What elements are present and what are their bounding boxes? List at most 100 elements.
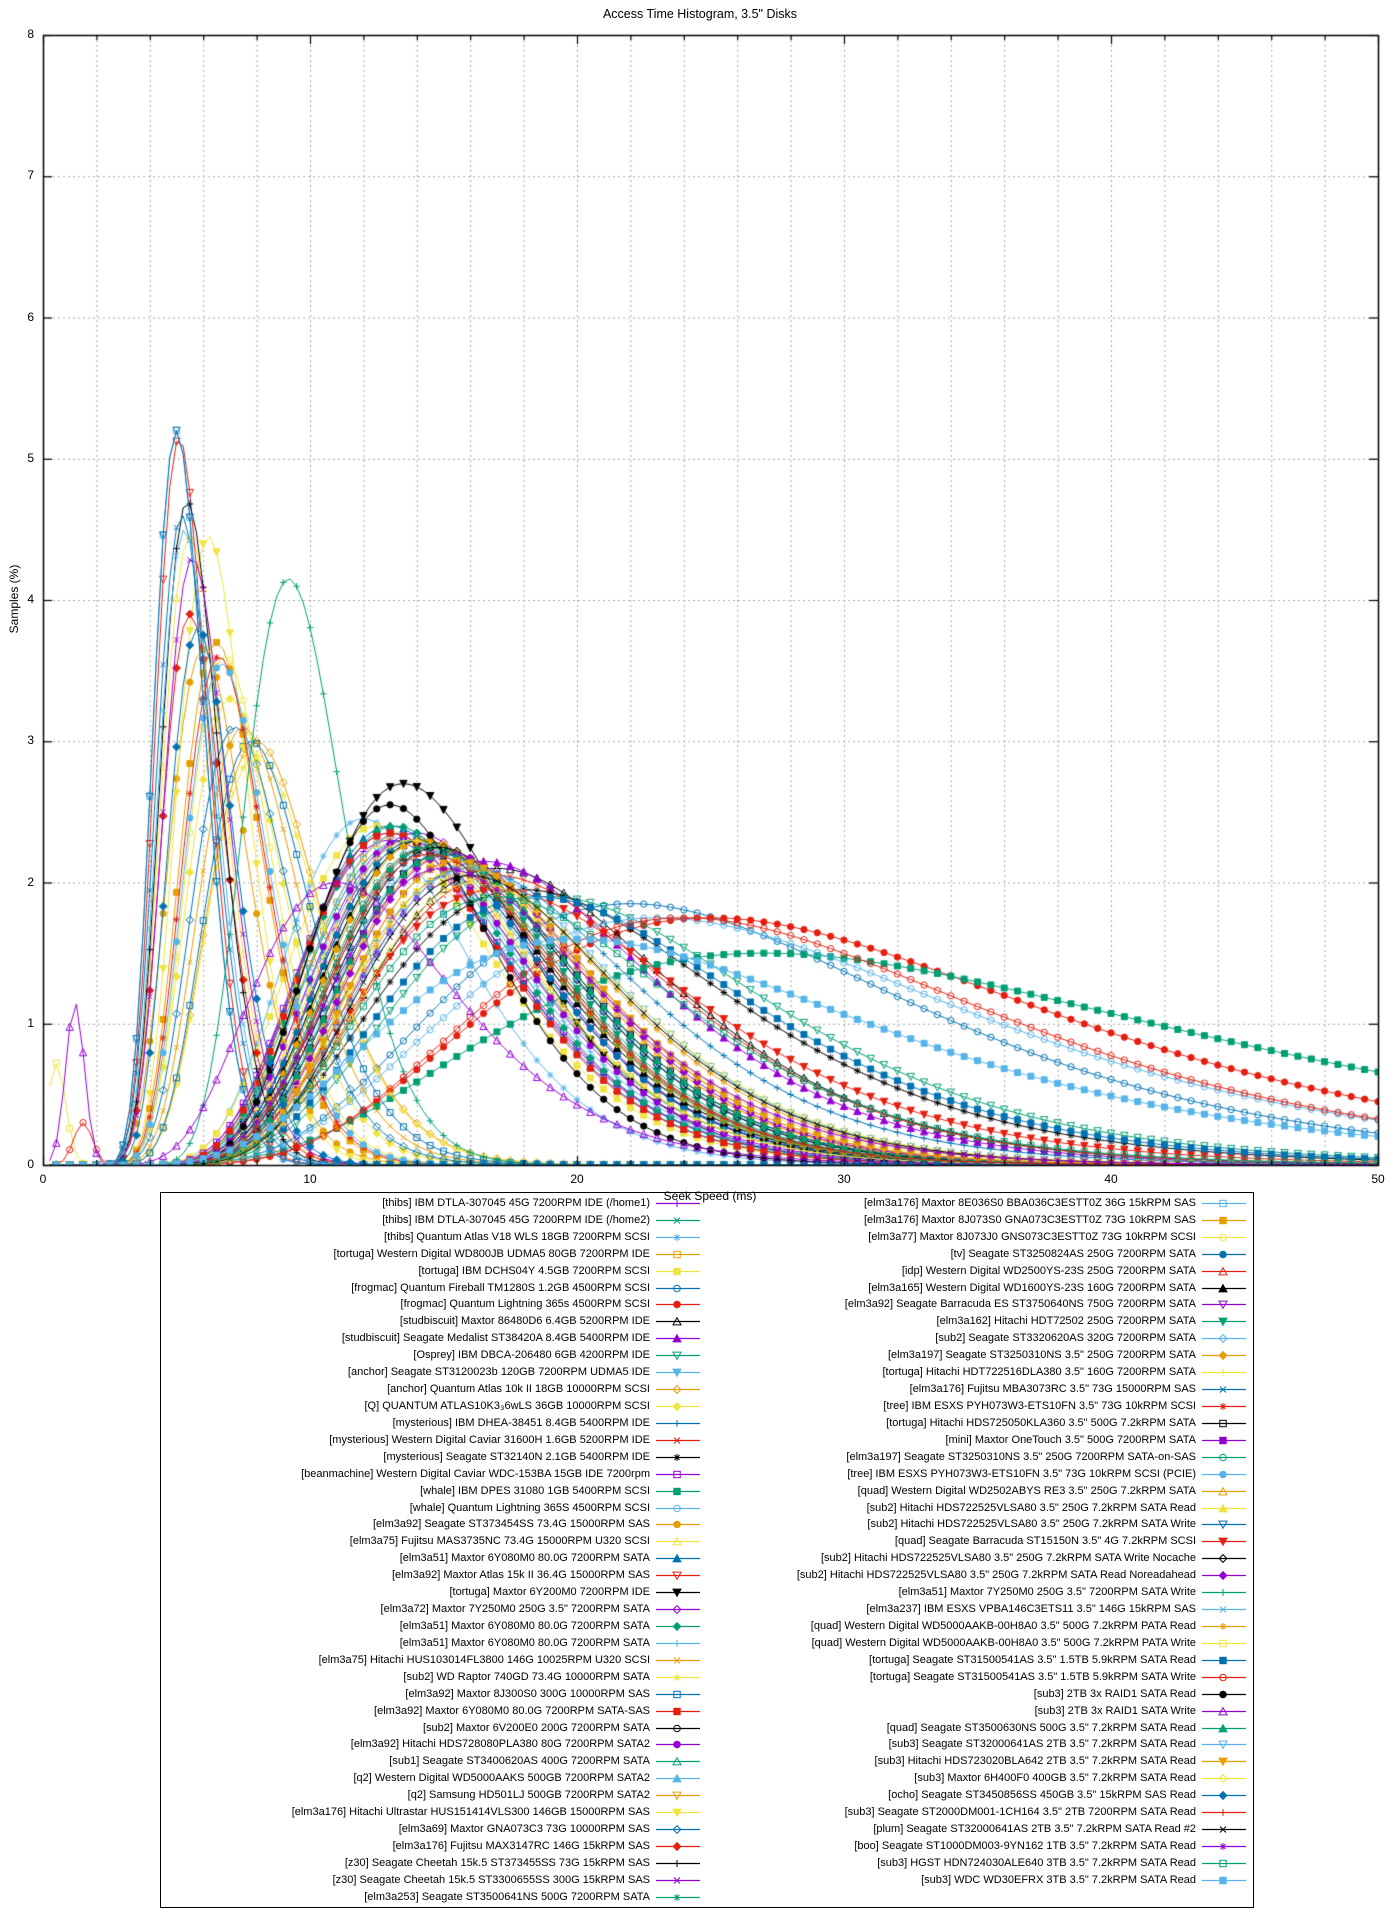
legend-entry: [elm3a162] Hitachi HDT72502 250G 7200RPM… [707, 1313, 1253, 1330]
legend-entry: [sub3] Maxtor 6H400F0 400GB 3.5" 7.2kRPM… [707, 1770, 1253, 1787]
legend-line-marker-sample [1201, 1248, 1247, 1261]
legend-entry: [tv] Seagate ST3250824AS 250G 7200RPM SA… [707, 1246, 1253, 1263]
legend-entry: [quad] Western Digital WD2502ABYS RE3 3.… [707, 1483, 1253, 1500]
legend-line-marker-sample [1201, 1214, 1247, 1227]
legend-entry-label: [tree] IBM ESXS PYH073W3-ETS10FN 3.5" 73… [847, 1467, 1196, 1480]
y-tick-label: 0 [27, 1157, 34, 1171]
legend-entry-label: [sub3] Hitachi HDS723020BLA642 2TB 3.5" … [874, 1755, 1196, 1768]
y-tick-label: 7 [27, 168, 34, 183]
legend-line-marker-sample [655, 1552, 701, 1565]
legend-entry: [whale] Quantum Lightning 365S 4500RPM S… [161, 1500, 707, 1517]
legend-entry-label: [thibs] Quantum Atlas V18 WLS 18GB 7200R… [384, 1230, 650, 1243]
legend-line-marker-sample [1201, 1789, 1247, 1802]
legend-line-marker-sample [1201, 1671, 1247, 1684]
legend-line-marker-sample [655, 1823, 701, 1836]
legend-line-marker-sample [655, 1654, 701, 1667]
legend-entry-label: [sub2] Hitachi HDS722525VLSA80 3.5" 250G… [820, 1552, 1196, 1565]
legend-line-marker-sample [1201, 1315, 1247, 1328]
legend-entry-label: [elm3a92] Maxtor 6Y080M0 80.0G 7200RPM S… [374, 1704, 650, 1717]
legend-entry-label: [beanmachine] Western Digital Caviar WDC… [301, 1467, 650, 1480]
legend-entry: [thibs] IBM DTLA-307045 45G 7200RPM IDE … [161, 1195, 707, 1212]
legend-entry-label: [sub2] Maxtor 6V200E0 200G 7200RPM SATA [422, 1721, 650, 1734]
legend-line-marker-sample [655, 1349, 701, 1362]
legend-line-marker-sample [1201, 1772, 1247, 1785]
legend-entry-label: [elm3a176] Fujitsu MAX3147RC 146G 15kRPM… [392, 1839, 650, 1852]
legend-entry: [elm3a69] Maxtor GNA073C3 73G 10000RPM S… [161, 1821, 707, 1838]
legend-entry: [elm3a77] Maxtor 8J073J0 GNS073C3ESTT0Z … [707, 1229, 1253, 1246]
legend-line-marker-sample [1201, 1755, 1247, 1768]
legend-entry-label: [sub2] WD Raptor 740GD 73.4G 10000RPM SA… [403, 1670, 650, 1683]
legend-entry-label: [elm3a162] Hitachi HDT72502 250G 7200RPM… [936, 1315, 1196, 1328]
y-tick-label: 6 [27, 309, 34, 324]
legend-entry: [tortuga] Seagate ST31500541AS 3.5" 1.5T… [707, 1669, 1253, 1686]
legend-entry-label: [tv] Seagate ST3250824AS 250G 7200RPM SA… [950, 1247, 1196, 1260]
legend-line-marker-sample [655, 1400, 701, 1413]
legend-entry: [tortuga] Maxtor 6Y200M0 7200RPM IDE [161, 1584, 707, 1601]
legend-entry: [thibs] Quantum Atlas V18 WLS 18GB 7200R… [161, 1229, 707, 1246]
legend-entry: [tortuga] Hitachi HDS725050KLA360 3.5" 5… [707, 1415, 1253, 1432]
legend-line-marker-sample [655, 1705, 701, 1718]
legend-line-marker-sample [655, 1282, 701, 1295]
legend-line-marker-sample [1201, 1569, 1247, 1582]
legend-entry-label: [plum] Seagate ST32000641AS 2TB 3.5" 7.2… [873, 1823, 1196, 1836]
legend-line-marker-sample [1201, 1840, 1247, 1853]
legend-entry: [sub3] 2TB 3x RAID1 SATA Write [707, 1703, 1253, 1720]
legend-entry-label: [sub2] Hitachi HDS722525VLSA80 3.5" 250G… [866, 1501, 1196, 1514]
x-tick-label: 0 [39, 1172, 47, 1186]
legend-entry: [sub2] Hitachi HDS722525VLSA80 3.5" 250G… [707, 1567, 1253, 1584]
x-tick-label: 40 [1104, 1172, 1118, 1186]
legend-line-marker-sample [655, 1468, 701, 1481]
legend-line-marker-sample [655, 1231, 701, 1244]
legend-line-marker-sample [655, 1214, 701, 1227]
legend-entry-label: [z30] Seagate Cheetah 15k.5 ST373455SS 7… [344, 1856, 650, 1869]
legend-entry: [sub3] 2TB 3x RAID1 SATA Read [707, 1686, 1253, 1703]
legend-line-marker-sample [655, 1603, 701, 1616]
legend-entry-label: [elm3a165] Western Digital WD1600YS-23S … [868, 1281, 1196, 1294]
legend-entry: [thibs] IBM DTLA-307045 45G 7200RPM IDE … [161, 1212, 707, 1229]
legend-line-marker-sample [655, 1874, 701, 1887]
x-tick-label: 30 [837, 1172, 851, 1186]
legend-line-marker-sample [655, 1366, 701, 1379]
legend-entry-label: [z30] Seagate Cheetah 15k.5 ST3300655SS … [332, 1873, 650, 1886]
legend-line-marker-sample [655, 1586, 701, 1599]
legend-entry: [q2] Western Digital WD5000AAKS 500GB 72… [161, 1770, 707, 1787]
legend-line-marker-sample [1201, 1603, 1247, 1616]
legend-entry: [elm3a51] Maxtor 6Y080M0 80.0G 7200RPM S… [161, 1618, 707, 1635]
legend-line-marker-sample [1201, 1485, 1247, 1498]
legend-line-marker-sample [655, 1620, 701, 1633]
legend-entry: [tree] IBM ESXS PYH073W3-ETS10FN 3.5" 73… [707, 1466, 1253, 1483]
legend-entry-label: [sub2] Hitachi HDS722525VLSA80 3.5" 250G… [867, 1518, 1196, 1531]
legend-entry-label: [studbiscuit] Seagate Medalist ST38420A … [341, 1332, 650, 1345]
legend-entry: [anchor] Quantum Atlas 10k II 18GB 10000… [161, 1381, 707, 1398]
legend-entry-label: [sub3] 2TB 3x RAID1 SATA Write [1034, 1704, 1196, 1717]
legend-entry-label: [frogmac] Quantum Lightning 365s 4500RPM… [400, 1298, 650, 1311]
y-tick-label: 8 [27, 27, 34, 41]
legend-line-marker-sample [655, 1891, 701, 1904]
legend-entry: [quad] Western Digital WD5000AAKB-00H8A0… [707, 1618, 1253, 1635]
legend-entry-label: [tree] IBM ESXS PYH073W3-ETS10FN 3.5" 73… [883, 1400, 1196, 1413]
legend-entry-label: [sub3] Seagate ST2000DM001-1CH164 3.5" 2… [844, 1806, 1196, 1819]
legend-entry-label: [elm3a51] Maxtor 7Y250M0 250G 3.5" 7200R… [898, 1586, 1196, 1599]
legend-line-marker-sample [655, 1789, 701, 1802]
legend-entry-label: [tortuga] Seagate ST31500541AS 3.5" 1.5T… [869, 1670, 1196, 1683]
legend-entry-label: [elm3a92] Maxtor 8J300S0 300G 10000RPM S… [405, 1687, 650, 1700]
legend-entry: [mini] Maxtor OneTouch 3.5" 500G 7200RPM… [707, 1432, 1253, 1449]
legend-entry: [beanmachine] Western Digital Caviar WDC… [161, 1466, 707, 1483]
legend-line-marker-sample [1201, 1552, 1247, 1565]
legend-line-marker-sample [655, 1671, 701, 1684]
legend-entry: [frogmac] Quantum Fireball TM1280S 1.2GB… [161, 1280, 707, 1297]
legend-entry: [elm3a253] Seagate ST3500641NS 500G 7200… [161, 1889, 707, 1906]
legend-entry-label: [elm3a176] Maxtor 8E036S0 BBA036C3ESTT0Z… [864, 1196, 1196, 1209]
legend-entry: [studbiscuit] Seagate Medalist ST38420A … [161, 1330, 707, 1347]
legend-entry-label: [frogmac] Quantum Fireball TM1280S 1.2GB… [351, 1281, 650, 1294]
legend-entry-label: [whale] IBM DPES 31080 1GB 5400RPM SCSI [420, 1484, 650, 1497]
legend-line-marker-sample [1201, 1705, 1247, 1718]
legend-line-marker-sample [1201, 1857, 1247, 1870]
legend-entry: [tortuga] Western Digital WD800JB UDMA5 … [161, 1246, 707, 1263]
legend-entry-label: [quad] Western Digital WD2502ABYS RE3 3.… [857, 1484, 1196, 1497]
legend-line-marker-sample [1201, 1722, 1247, 1735]
legend-entry: [sub2] Hitachi HDS722525VLSA80 3.5" 250G… [707, 1550, 1253, 1567]
legend-entry-label: [mini] Maxtor OneTouch 3.5" 500G 7200RPM… [945, 1433, 1197, 1446]
legend-line-marker-sample [655, 1518, 701, 1531]
